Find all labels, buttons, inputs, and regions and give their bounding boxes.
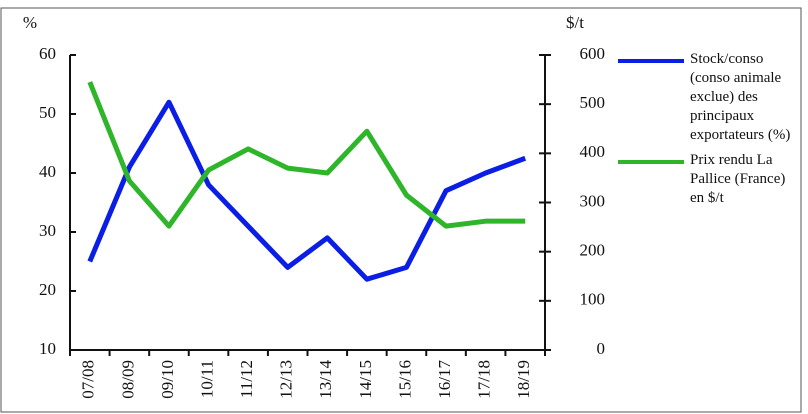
- legend-swatch: [618, 59, 684, 63]
- legend-entry: Stock/conso (conso animale exclue) des p…: [618, 50, 803, 145]
- x-tick-label: 09/10: [158, 360, 177, 399]
- x-tick-label: 08/09: [118, 360, 137, 399]
- y2-tick-label: 0: [597, 339, 606, 358]
- y-tick-label: 10: [39, 339, 56, 358]
- y-tick-label: 40: [39, 162, 56, 181]
- x-tick-label: 11/12: [237, 360, 256, 398]
- y2-tick-label: 200: [580, 241, 606, 260]
- legend-label: Prix rendu La Pallice (France) en $/t: [690, 152, 786, 206]
- y-tick-label: 50: [39, 103, 56, 122]
- legend-swatch: [618, 160, 684, 164]
- y2-tick-label: 400: [580, 142, 606, 161]
- series-line: [87, 99, 527, 282]
- y-tick-label: 60: [39, 44, 56, 63]
- y-axis-label: %: [23, 13, 37, 32]
- x-tick-label: 18/19: [514, 360, 533, 399]
- series-line: [87, 81, 526, 229]
- x-tick-label: 07/08: [79, 360, 98, 399]
- legend-entry: Prix rendu La Pallice (France) en $/t: [618, 151, 803, 208]
- y2-tick-label: 600: [580, 44, 606, 63]
- x-tick-label: 16/17: [435, 360, 454, 399]
- x-tick-label: 14/15: [356, 360, 375, 399]
- legend: Stock/conso (conso animale exclue) des p…: [618, 50, 803, 214]
- y2-axis-label: $/t: [566, 13, 584, 32]
- y2-tick-label: 500: [580, 93, 606, 112]
- legend-label: Stock/conso (conso animale exclue) des p…: [690, 51, 791, 143]
- x-tick-label: 12/13: [277, 360, 296, 399]
- x-tick-label: 13/14: [316, 360, 335, 399]
- frame: [0, 7, 802, 413]
- y-tick-label: 20: [39, 280, 56, 299]
- x-tick-label: 17/18: [475, 360, 494, 399]
- x-tick-label: 15/16: [395, 360, 414, 399]
- y-tick-label: 30: [39, 221, 56, 240]
- y2-tick-label: 100: [580, 290, 606, 309]
- x-tick-label: 10/11: [197, 360, 216, 398]
- y2-tick-label: 300: [580, 191, 606, 210]
